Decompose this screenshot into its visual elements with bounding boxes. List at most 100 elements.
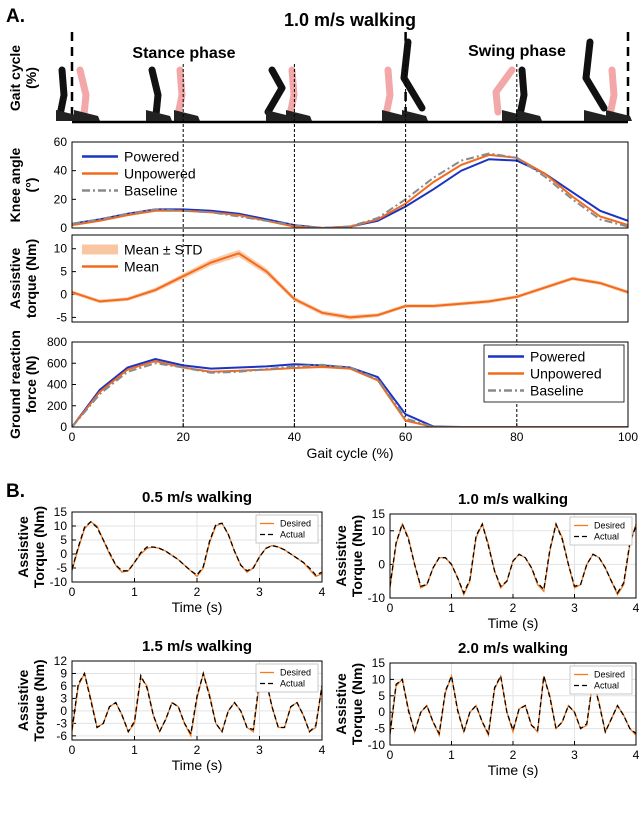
x-tick-label: 1: [448, 748, 455, 762]
y-tick-label: 0: [60, 420, 67, 434]
leg: [582, 38, 608, 112]
legend-label: Desired: [280, 668, 311, 678]
series-line: [72, 671, 322, 736]
leg: [174, 66, 186, 119]
y-tick-label: 3: [60, 691, 67, 705]
plot-frame: [71, 660, 323, 741]
x-tick-label: 2: [510, 601, 517, 615]
x-tick-label: 3: [571, 601, 578, 615]
x-tick-label: 20: [177, 430, 191, 444]
phase-label: Swing phase: [468, 43, 566, 60]
y-axis-label: Torque (Nm): [349, 515, 365, 597]
y-axis-label: Assistive: [15, 516, 31, 578]
y-tick-label: -6: [56, 729, 67, 743]
chart-title: 1.0 m/s walking: [458, 491, 568, 508]
legend-label: Actual: [280, 679, 305, 689]
legend-label: Desired: [280, 519, 311, 529]
leg: [264, 66, 286, 116]
x-axis-label: Time (s): [488, 762, 539, 778]
y-tick-label: 0: [378, 557, 385, 571]
x-tick-label: 1: [131, 743, 138, 757]
y-axis-label: Assistive: [15, 670, 31, 732]
y-axis-label: Knee angle: [7, 147, 23, 222]
legend-label: Actual: [594, 681, 619, 691]
x-tick-label: 100: [618, 430, 638, 444]
y-tick-label: 40: [54, 164, 68, 178]
phase-label: Stance phase: [132, 45, 235, 62]
x-tick-label: 0: [69, 585, 76, 599]
legend-box: [569, 516, 633, 546]
x-tick-label: 4: [633, 748, 640, 762]
legend-label: Actual: [594, 532, 619, 542]
leg: [606, 66, 618, 119]
y-tick-label: 15: [372, 507, 386, 521]
y-tick-label: 15: [54, 505, 68, 519]
y-tick-label: 9: [60, 666, 67, 680]
legend-swatch: [82, 244, 118, 255]
y-tick-label: -5: [56, 310, 67, 324]
leg-icon: [74, 66, 100, 121]
leg: [400, 38, 426, 112]
leg: [286, 66, 298, 119]
legend-label: Powered: [530, 348, 585, 364]
y-tick-label: 10: [54, 242, 68, 256]
y-tick-label: 600: [47, 356, 67, 370]
plot-frame: [71, 511, 323, 583]
shoe: [402, 110, 428, 121]
y-tick-label: 5: [378, 689, 385, 703]
plot-frame: [389, 513, 637, 599]
x-tick-label: 2: [194, 585, 201, 599]
chart-title: 1.5 m/s walking: [142, 638, 252, 655]
legend-label: Baseline: [124, 182, 178, 198]
legend-label: Desired: [594, 521, 625, 531]
y-tick-label: 10: [54, 519, 68, 533]
legend-label: Unpowered: [124, 165, 196, 181]
series-line: [72, 357, 628, 427]
leg-icon: [174, 66, 200, 121]
y-tick-label: 20: [54, 192, 68, 206]
y-axis-label: Torque (Nm): [31, 506, 47, 588]
x-tick-label: 40: [288, 430, 302, 444]
x-axis-label: Gait cycle (%): [306, 445, 393, 461]
x-tick-label: 4: [319, 585, 326, 599]
legend-label: Mean ± STD: [124, 241, 202, 257]
strip-label: (%): [23, 67, 39, 89]
legend-label: Powered: [124, 148, 179, 164]
y-tick-label: 0: [60, 221, 67, 235]
plot-area: [72, 357, 628, 427]
y-axis-label: Torque (Nm): [31, 659, 47, 741]
legend-label: Desired: [594, 670, 625, 680]
plot-frame: [71, 341, 629, 428]
x-tick-label: 3: [256, 585, 263, 599]
plot-area: [72, 520, 322, 578]
strip-label: Gait cycle: [7, 45, 23, 111]
leg-icon: [382, 66, 408, 121]
panel-label: A.: [6, 6, 25, 27]
shoe: [146, 110, 172, 121]
x-axis-label: Time (s): [172, 757, 223, 773]
shoe: [174, 110, 200, 121]
shoe: [74, 110, 100, 121]
leg-icon: [606, 66, 632, 121]
y-tick-label: -10: [368, 591, 386, 605]
plot-frame: [71, 141, 629, 229]
y-axis-label: torque (Nm): [23, 239, 39, 318]
y-tick-label: -10: [50, 575, 68, 589]
shoe: [606, 110, 632, 121]
y-axis-label: Assistive: [333, 673, 349, 735]
y-tick-label: 5: [60, 533, 67, 547]
y-tick-label: 0: [60, 704, 67, 718]
x-tick-label: 0: [69, 743, 76, 757]
y-tick-label: 200: [47, 399, 67, 413]
leg-icon: [146, 66, 172, 121]
x-tick-label: 1: [448, 601, 455, 615]
y-axis-label: (°): [23, 178, 39, 193]
y-tick-label: 15: [372, 656, 386, 670]
x-tick-label: 60: [399, 430, 413, 444]
leg: [516, 66, 528, 119]
y-tick-label: 400: [47, 378, 67, 392]
y-tick-label: 60: [54, 135, 68, 149]
leg-icon: [582, 38, 610, 121]
plot-frame: [71, 234, 629, 323]
leg-icon: [264, 66, 292, 121]
